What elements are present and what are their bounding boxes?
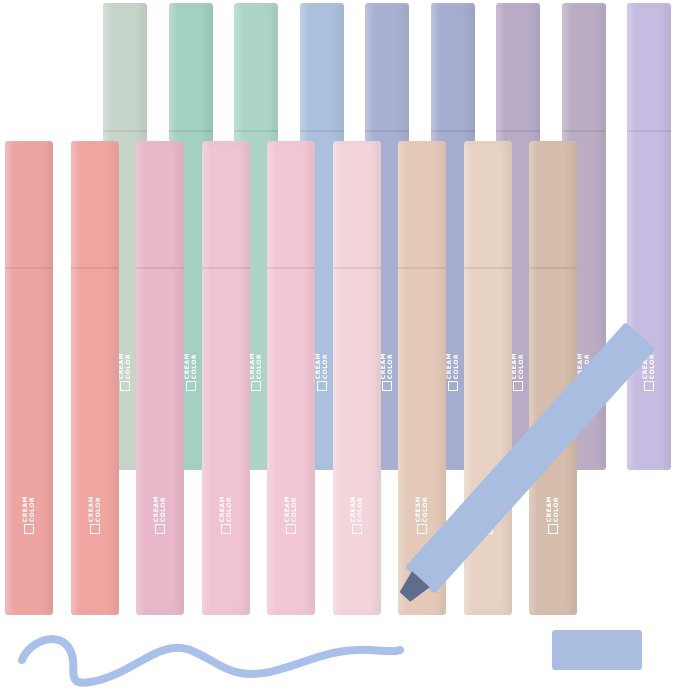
cap-seam	[529, 267, 577, 269]
highlighter-1: CREAM COLOR	[5, 141, 53, 615]
cap-seam	[234, 130, 278, 132]
cap-seam	[267, 267, 315, 269]
cap-seam	[168, 130, 213, 132]
cap-seam	[430, 130, 475, 132]
brand-logo: CREAM COLOR	[509, 353, 527, 392]
highlighter-2: CREAM COLOR	[70, 141, 119, 615]
brand-logo: CREAM COLOR	[182, 353, 200, 392]
cap-seam	[70, 267, 119, 269]
featured-marker-cap	[552, 630, 642, 670]
logo-square-icon	[513, 381, 523, 392]
highlighter-4: CREAM COLOR	[201, 141, 250, 615]
brand-logo: CREAM COLOR	[282, 496, 300, 535]
logo-square-icon	[447, 381, 458, 392]
logo-square-icon	[316, 381, 327, 392]
brand-logo: CREAM COLOR	[413, 496, 431, 535]
logo-square-icon	[382, 381, 392, 392]
logo-square-icon	[220, 524, 231, 535]
brand-logo: CREAM COLOR	[86, 496, 104, 535]
logo-square-icon	[185, 381, 196, 392]
cap-seam	[299, 130, 344, 132]
cap-seam	[627, 130, 671, 132]
highlighter-6: CREAM COLOR	[332, 141, 381, 615]
cap-seam	[365, 130, 409, 132]
logo-square-icon	[417, 524, 427, 535]
brand-logo: CREAM COLOR	[313, 353, 331, 392]
cap-seam	[5, 267, 53, 269]
highlighter-9: CREAM COLOR	[529, 141, 577, 615]
brand-logo: CREAM COLOR	[247, 353, 265, 392]
logo-square-icon	[644, 381, 654, 392]
highlighter-3: CREAM COLOR	[136, 141, 184, 615]
brand-logo: CREAM COLOR	[348, 496, 366, 535]
cap-seam	[332, 267, 381, 269]
cap-seam	[201, 267, 250, 269]
cap-seam	[103, 130, 147, 132]
logo-square-icon	[548, 524, 558, 535]
brand-logo: CREAM COLOR	[116, 353, 134, 392]
scribble-stroke	[18, 635, 404, 687]
logo-square-icon	[351, 524, 362, 535]
highlighter-5: CREAM COLOR	[267, 141, 315, 615]
brand-logo: CREAM COLOR	[20, 496, 38, 535]
logo-square-icon	[24, 524, 34, 535]
logo-square-icon	[251, 381, 261, 392]
logo-square-icon	[120, 381, 130, 392]
cap-seam	[561, 130, 606, 132]
brand-logo: CREAM COLOR	[378, 353, 396, 392]
highlighter-9: CREAM COLOR	[627, 3, 671, 470]
brand-logo: CREAM COLOR	[640, 353, 658, 392]
logo-square-icon	[155, 524, 165, 535]
cap-seam	[496, 130, 540, 132]
logo-square-icon	[89, 524, 100, 535]
brand-logo: CREAM COLOR	[151, 496, 169, 535]
cap-seam	[136, 267, 184, 269]
cap-seam	[398, 267, 446, 269]
brand-logo: CREAM COLOR	[544, 496, 562, 535]
brand-logo: CREAM COLOR	[444, 353, 462, 392]
cap-seam	[463, 267, 512, 269]
logo-square-icon	[286, 524, 296, 535]
brand-logo: CREAM COLOR	[217, 496, 235, 535]
